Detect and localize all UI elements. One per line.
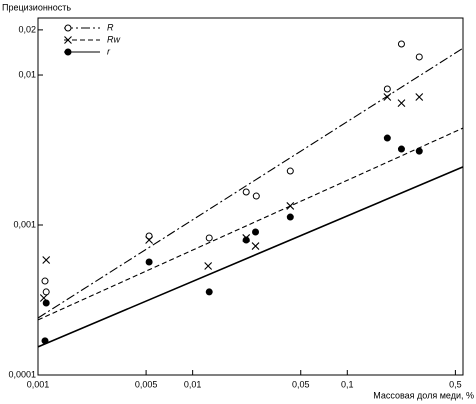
data-point — [41, 277, 49, 285]
data-point — [145, 232, 153, 240]
data-point — [383, 93, 392, 101]
y-axis-label: Прецизионность — [2, 2, 71, 12]
x-tick-label: 0,01 — [184, 379, 202, 389]
data-point — [42, 288, 50, 296]
data-point — [286, 213, 294, 221]
legend-marker — [64, 36, 72, 44]
data-point — [42, 299, 50, 307]
data-point — [145, 258, 153, 266]
data-point — [205, 288, 213, 296]
data-point — [286, 167, 294, 175]
y-tick-label: 0,02 — [18, 24, 36, 34]
data-point — [252, 228, 260, 236]
fit-line — [37, 47, 464, 319]
data-point — [286, 202, 295, 210]
data-point — [415, 93, 424, 101]
data-point — [397, 40, 405, 48]
data-point — [242, 188, 250, 196]
data-point — [41, 337, 49, 345]
y-tick-label: 0,01 — [18, 69, 36, 79]
data-point — [397, 145, 405, 153]
fit-line — [37, 166, 464, 348]
legend-label: R — [107, 22, 114, 32]
x-tick-label: 0,005 — [135, 379, 158, 389]
legend-label: r — [107, 46, 111, 56]
legend-marker — [64, 48, 72, 56]
data-point — [242, 236, 250, 244]
x-tick-label: 0,001 — [27, 379, 50, 389]
legend — [60, 20, 130, 62]
legend-label: Rw — [107, 34, 120, 44]
x-tick-label: 0,05 — [292, 379, 310, 389]
y-tick-label: 0,001 — [13, 219, 36, 229]
x-axis-label: Массовая доля меди, % — [373, 390, 474, 400]
x-tick-label: 0,5 — [449, 379, 462, 389]
data-point — [383, 134, 391, 142]
x-tick-label: 0,1 — [341, 379, 354, 389]
data-point — [415, 53, 423, 61]
data-point — [205, 234, 213, 242]
y-tick-label: 0,0001 — [8, 369, 36, 379]
data-point — [42, 256, 51, 264]
data-point — [397, 99, 406, 107]
data-point — [251, 242, 260, 250]
plot-frame — [37, 17, 464, 376]
data-point — [415, 147, 423, 155]
legend-marker — [64, 24, 72, 32]
data-point — [145, 236, 154, 244]
data-point — [252, 192, 260, 200]
data-point — [383, 85, 391, 93]
data-point — [204, 262, 213, 270]
fit-line — [37, 127, 464, 321]
